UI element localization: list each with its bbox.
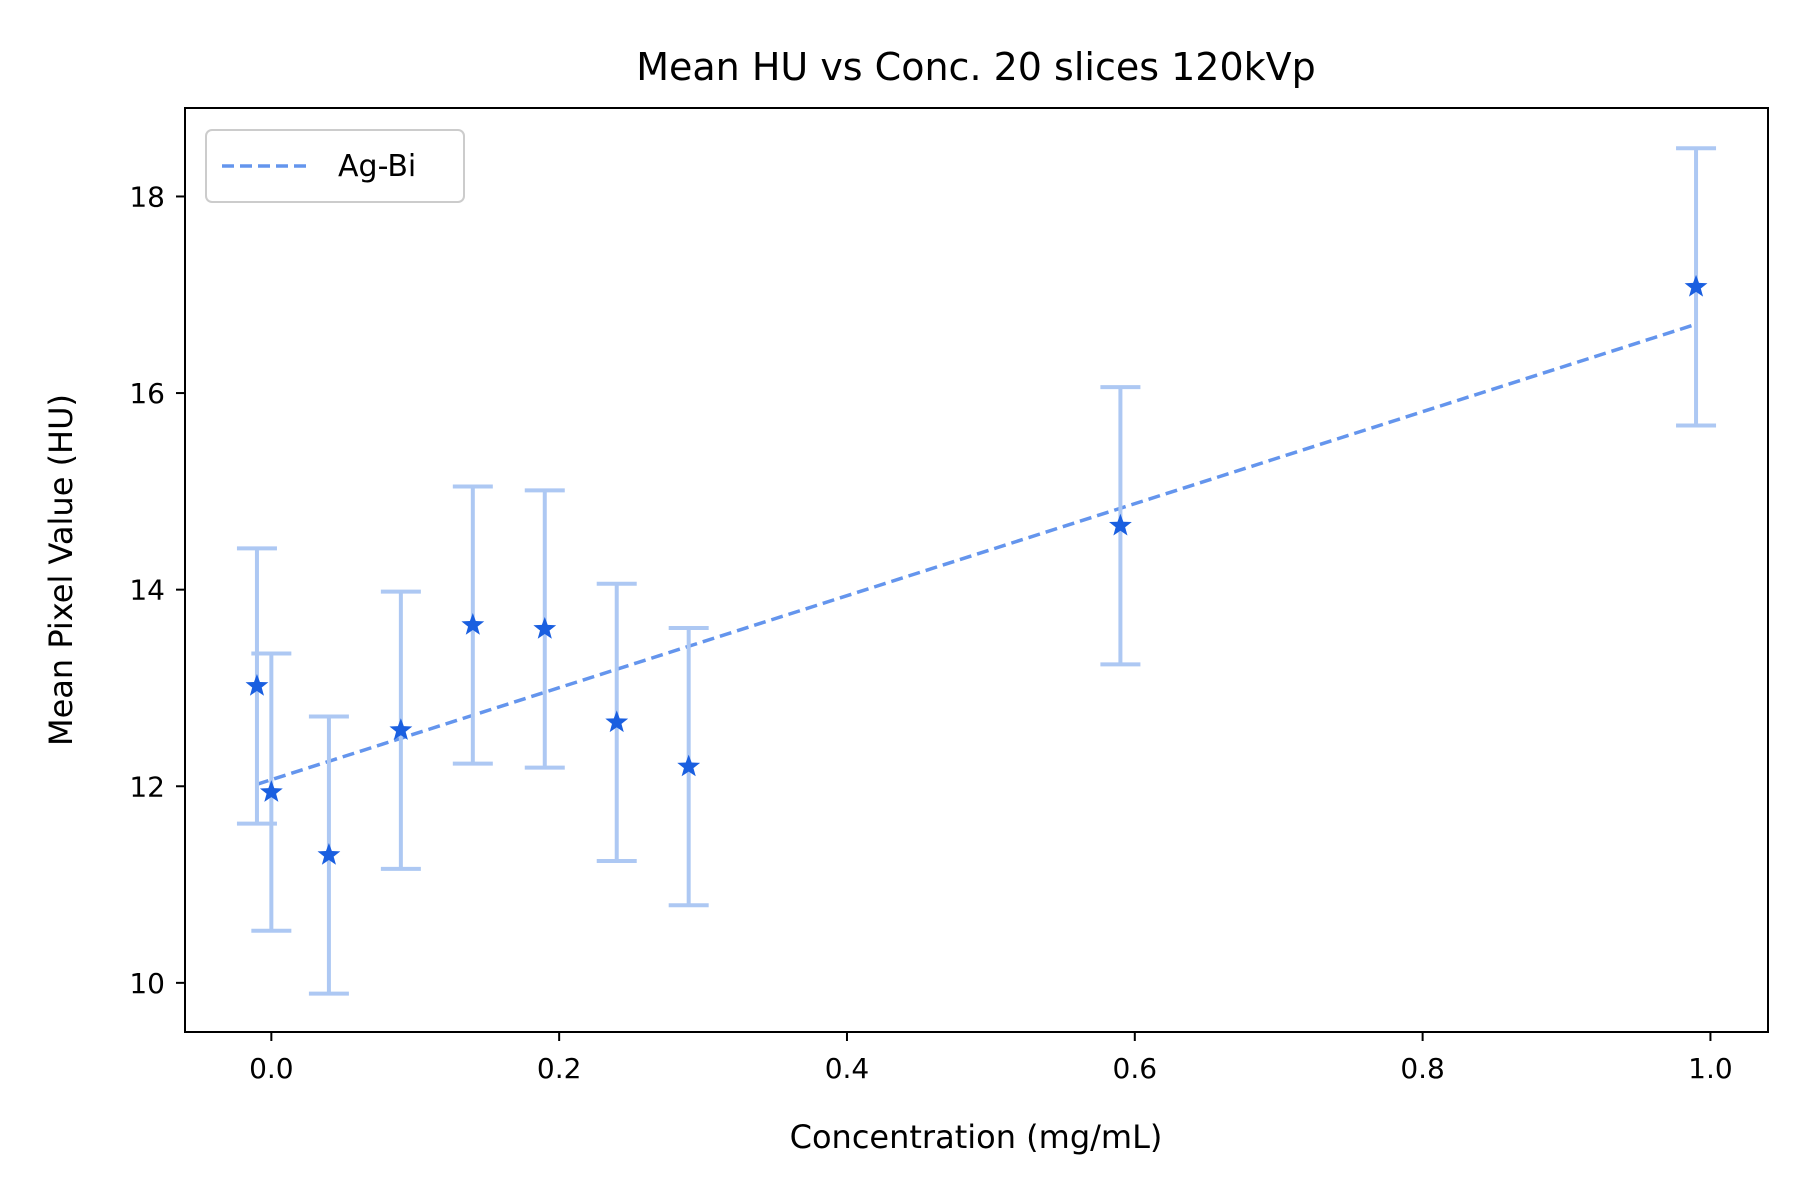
data-point-star (461, 613, 485, 635)
y-axis-label: Mean Pixel Value (HU) (42, 394, 80, 746)
x-tick-label: 0.2 (537, 1052, 582, 1085)
y-tick-label: 10 (129, 967, 165, 1000)
x-tick-label: 1.0 (1688, 1052, 1733, 1085)
data-point-star (389, 718, 413, 740)
legend: Ag-Bi (205, 129, 465, 203)
x-axis-ticks: 0.0 0.2 0.4 0.6 0.8 1.0 (249, 1032, 1733, 1085)
y-tick-label: 12 (129, 770, 165, 803)
x-tick-label: 0.0 (249, 1052, 294, 1085)
plot-frame (184, 107, 1769, 1033)
x-tick-label: 0.8 (1400, 1052, 1445, 1085)
plot-area (185, 108, 1768, 1032)
x-tick-label: 0.4 (825, 1052, 870, 1085)
x-tick-label: 0.6 (1113, 1052, 1158, 1085)
x-axis-label: Concentration (mg/mL) (790, 1118, 1163, 1156)
legend-box (205, 129, 465, 203)
y-tick-label: 18 (129, 180, 165, 213)
chart-title: Mean HU vs Conc. 20 slices 120kVp (636, 45, 1316, 89)
marker-layer (245, 274, 1708, 865)
data-point-star (605, 710, 629, 733)
data-point-star (1684, 274, 1708, 297)
data-point-star (259, 780, 283, 802)
y-tick-label: 14 (129, 574, 165, 607)
data-point-star (317, 843, 341, 865)
y-tick-label: 16 (129, 377, 165, 410)
data-point-star (1109, 513, 1132, 536)
legend-label: Ag-Bi (338, 149, 416, 184)
data-point-star (677, 754, 701, 777)
data-point-star (533, 616, 557, 639)
y-axis-ticks: 10 12 14 16 18 (129, 180, 185, 1000)
data-point-star (245, 673, 269, 696)
